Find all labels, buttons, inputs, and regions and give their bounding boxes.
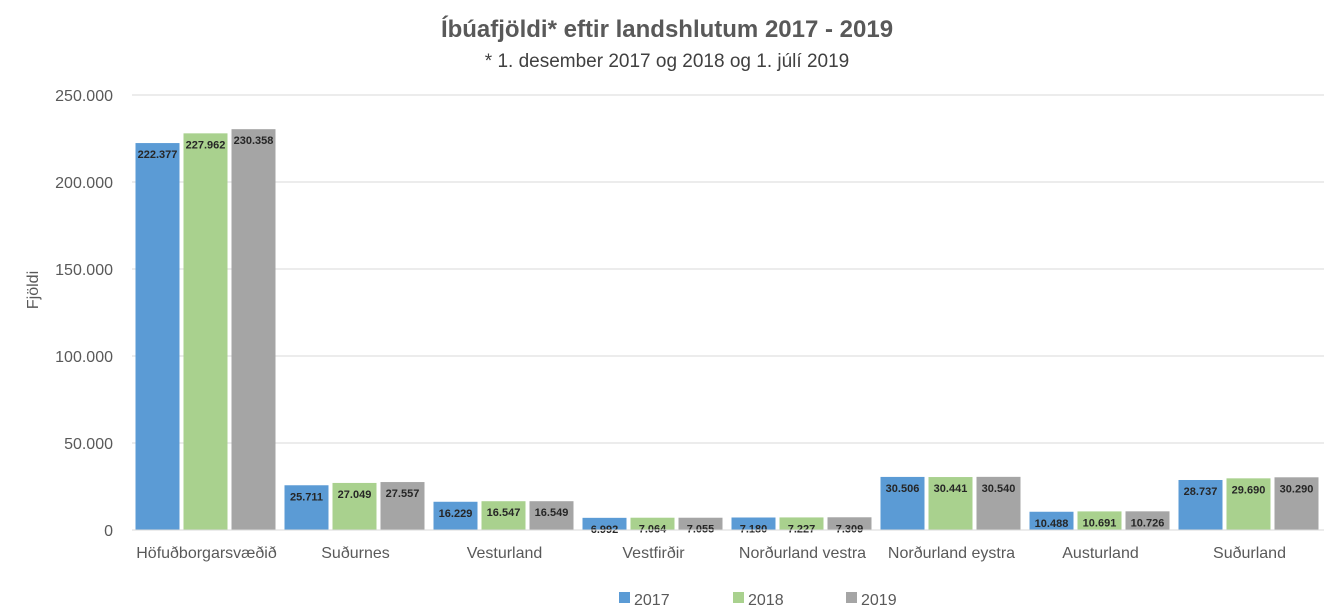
y-tick-label: 250.000 (55, 88, 113, 105)
legend-swatch (846, 592, 857, 603)
data-label: 25.711 (290, 491, 323, 503)
legend-label: 2019 (861, 592, 897, 609)
y-axis-ticks: 0 50.000 100.000 150.000 200.000 250.000 (55, 88, 113, 540)
bar-2017 (582, 517, 627, 530)
data-label: 30.441 (934, 483, 968, 495)
data-label: 16.229 (439, 508, 473, 520)
legend-swatch (733, 592, 744, 603)
bar-2017 (1178, 479, 1223, 530)
bar-2019 (827, 517, 872, 530)
data-label: 16.547 (487, 507, 521, 519)
bars (135, 129, 1319, 531)
data-label: 222.377 (138, 149, 178, 161)
x-tick-label: Vestfirðir (622, 545, 685, 562)
data-label: 10.726 (1131, 517, 1165, 529)
bar-2019 (1274, 477, 1319, 530)
bar-2018 (332, 482, 377, 530)
x-tick-label: Norðurland vestra (739, 545, 866, 562)
gridlines (132, 94, 1324, 444)
chart-title: Íbúafjöldi* eftir landshlutum 2017 - 201… (441, 15, 893, 43)
bar-2018 (481, 501, 526, 530)
legend-item-2019: 2019 (846, 592, 897, 609)
data-label: 29.690 (1232, 484, 1266, 496)
x-tick-label: Suðurnes (321, 545, 390, 562)
data-label: 30.540 (982, 483, 1016, 495)
data-label: 27.557 (386, 488, 420, 500)
bar-2019 (231, 129, 276, 531)
data-label: 16.549 (535, 507, 569, 519)
x-tick-label: Austurland (1062, 545, 1139, 562)
bar-2017 (433, 501, 478, 530)
data-label: 27.049 (338, 489, 372, 501)
bar-2018 (928, 477, 973, 530)
bar-2018 (1077, 511, 1122, 530)
y-tick-label: 200.000 (55, 175, 113, 192)
bar-2019 (678, 517, 723, 530)
legend: 2017 2018 2019 (619, 592, 897, 609)
bar-2017 (880, 476, 925, 530)
bar-2018 (1226, 478, 1271, 530)
bar-2019 (1125, 511, 1170, 530)
data-label: 7.309 (836, 523, 864, 535)
bar-2019 (529, 501, 574, 530)
y-tick-label: 0 (104, 523, 113, 540)
data-label: 28.737 (1184, 486, 1218, 498)
bar-2019 (976, 476, 1021, 530)
bar-2018 (779, 517, 824, 530)
bar-2017 (135, 143, 180, 530)
bar-2019 (380, 482, 425, 530)
legend-swatch (619, 592, 630, 603)
chart-subtitle: * 1. desember 2017 og 2018 og 1. júlí 20… (485, 51, 849, 72)
y-axis-label: Fjöldi (25, 271, 42, 309)
y-tick-label: 150.000 (55, 262, 113, 279)
x-tick-label: Vesturland (467, 545, 543, 562)
bar-2017 (731, 517, 776, 530)
legend-item-2018: 2018 (733, 592, 784, 609)
y-tick-label: 50.000 (64, 436, 113, 453)
x-tick-label: Suðurland (1213, 545, 1286, 562)
data-label: 10.691 (1083, 517, 1117, 529)
data-label: 230.358 (234, 135, 274, 147)
data-labels: 222.377 227.962 230.358 25.711 27.049 27.557 1… (138, 135, 1314, 536)
data-label: 227.962 (186, 139, 226, 151)
data-label: 30.506 (886, 483, 920, 495)
x-tick-label: Norðurland eystra (888, 545, 1015, 562)
x-axis-ticks: Höfuðborgarsvæðið Suðurnes Vesturland Vestf… (136, 545, 1286, 562)
bar-2018 (183, 133, 228, 530)
bar-2017 (284, 485, 329, 530)
data-label: 30.290 (1280, 483, 1314, 495)
x-tick-label: Höfuðborgarsvæðið (136, 545, 277, 562)
data-label: 10.488 (1035, 518, 1069, 530)
legend-label: 2018 (748, 592, 784, 609)
data-label: 7.227 (788, 523, 816, 535)
y-tick-label: 100.000 (55, 349, 113, 366)
legend-label: 2017 (634, 592, 670, 609)
bar-2018 (630, 517, 675, 530)
legend-item-2017: 2017 (619, 592, 670, 609)
bar-2017 (1029, 511, 1074, 530)
